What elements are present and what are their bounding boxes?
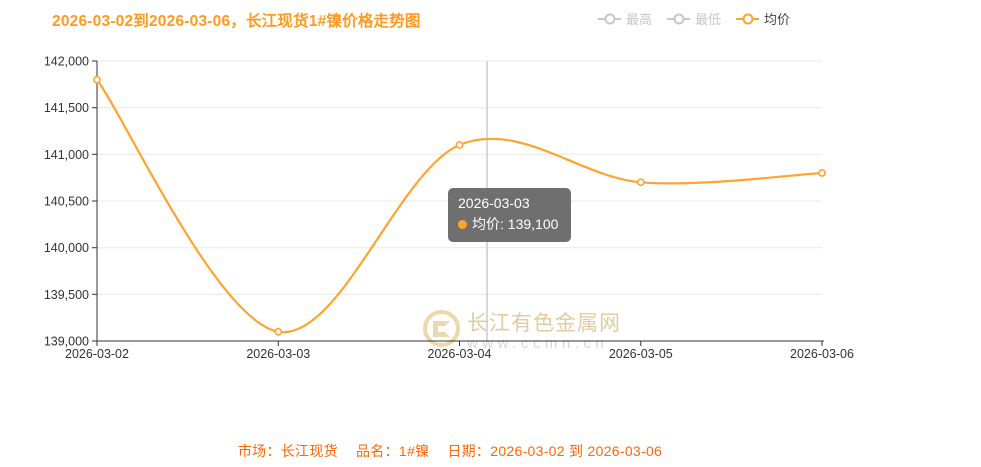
chart-canvas[interactable]: 142,000 141,500 141,000 140,500 140,000 139,5…	[0, 0, 981, 400]
footer-caption: 市场：长江现货 品名：1#镍 日期：2026-03-02 到 2026-03-06	[0, 441, 900, 461]
footer-market: 市场：长江现货	[237, 443, 338, 459]
legend-label: 均价	[764, 12, 791, 27]
tooltip-title: 2026-03-03	[458, 195, 530, 211]
chart-title: 2026-03-02到2026-03-06，长江现货1#镍价格走势图	[52, 13, 421, 30]
x-tick-label: 2026-03-02	[65, 347, 129, 361]
footer-date: 日期：2026-03-02 到 2026-03-06	[447, 443, 663, 459]
ccmn-logo-icon	[423, 310, 460, 347]
data-point[interactable]	[274, 327, 283, 336]
data-point[interactable]	[455, 141, 464, 149]
x-tick-label: 2026-03-06	[790, 347, 854, 361]
watermark: 长江有色金属网 www.ccmn.cn	[423, 310, 621, 352]
y-tick-label: 142,000	[44, 55, 89, 69]
tooltip-value: 均价: 139,100	[472, 216, 559, 232]
legend-item-low[interactable]: 最低	[667, 9, 721, 28]
watermark-site-url: www.ccmn.cn	[467, 335, 609, 353]
data-point[interactable]	[93, 75, 101, 84]
series-line-avg	[95, 78, 824, 333]
tooltip-value-row: 均价: 139,100	[458, 214, 558, 235]
x-tick-label: 2026-03-05	[609, 347, 673, 361]
y-tick-label: 141,500	[44, 101, 89, 115]
tooltip: 2026-03-03 均价: 139,100	[448, 188, 572, 242]
legend-item-avg[interactable]: 均价	[736, 9, 790, 28]
data-point[interactable]	[636, 178, 645, 187]
series-dot-icon	[458, 220, 467, 229]
legend-line-marker-icon	[598, 17, 621, 20]
y-tick-label: 139,000	[44, 335, 89, 349]
y-tick-label: 139,500	[44, 288, 89, 302]
legend-line-marker-icon	[736, 17, 760, 20]
legend: 最高 最低 均价	[598, 9, 790, 28]
legend-line-marker-icon	[667, 17, 691, 20]
y-tick-label: 141,000	[44, 148, 89, 162]
legend-label: 最高	[626, 12, 653, 27]
y-tick-label: 140,500	[44, 195, 89, 209]
x-tick-label: 2026-03-03	[246, 347, 310, 361]
legend-item-high[interactable]: 最高	[598, 9, 652, 28]
x-tick-label: 2026-03-04	[428, 347, 492, 361]
y-tick-label: 140,000	[44, 241, 89, 255]
footer-product: 品名：1#镍	[355, 443, 430, 459]
watermark-site-name: 长江有色金属网	[467, 312, 621, 335]
data-point[interactable]	[818, 169, 826, 177]
legend-label: 最低	[695, 12, 722, 27]
